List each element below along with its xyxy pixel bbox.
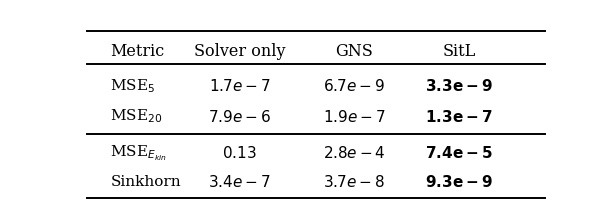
Text: $1.9e - 7$: $1.9e - 7$ [323, 109, 385, 125]
Text: $\mathbf{1.3e - 7}$: $\mathbf{1.3e - 7}$ [425, 109, 493, 125]
Text: $1.7e - 7$: $1.7e - 7$ [208, 78, 270, 94]
Text: MSE$_5$: MSE$_5$ [110, 78, 155, 95]
Text: SitL: SitL [442, 43, 476, 60]
Text: GNS: GNS [335, 43, 373, 60]
Text: MSE$_{E_{kin}}$: MSE$_{E_{kin}}$ [110, 143, 167, 163]
Text: $\mathbf{3.3e - 9}$: $\mathbf{3.3e - 9}$ [425, 78, 493, 94]
Text: Solver only: Solver only [193, 43, 285, 60]
Text: $0.13$: $0.13$ [222, 145, 257, 161]
Text: $7.9e - 6$: $7.9e - 6$ [208, 109, 271, 125]
Text: Sinkhorn: Sinkhorn [110, 175, 181, 189]
Text: $\mathbf{9.3e - 9}$: $\mathbf{9.3e - 9}$ [425, 174, 493, 190]
Text: $3.7e - 8$: $3.7e - 8$ [323, 174, 385, 190]
Text: $3.4e - 7$: $3.4e - 7$ [208, 174, 270, 190]
Text: $6.7e - 9$: $6.7e - 9$ [323, 78, 385, 94]
Text: Metric: Metric [110, 43, 164, 60]
Text: MSE$_{20}$: MSE$_{20}$ [110, 108, 163, 125]
Text: $\mathbf{7.4e - 5}$: $\mathbf{7.4e - 5}$ [425, 145, 493, 161]
Text: $2.8e - 4$: $2.8e - 4$ [323, 145, 385, 161]
